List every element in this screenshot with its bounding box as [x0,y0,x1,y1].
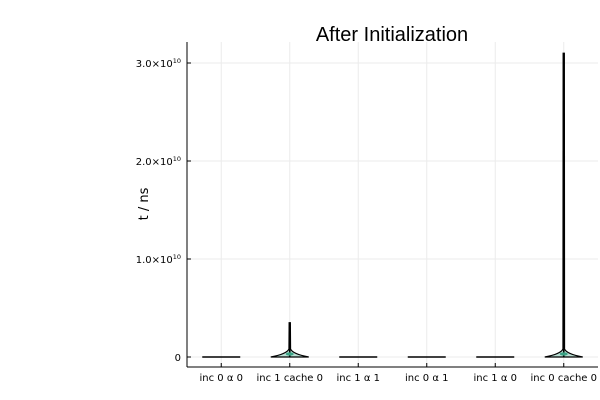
x-tick-label: inc 1 α 1 [337,373,380,384]
x-tick-labels: inc 0 α 0 inc 1 cache 0 inc 1 α 1 inc 0 α 1… [200,363,597,384]
axes [186,42,598,368]
chart-title: After Initialization [316,24,468,46]
violin-marks [202,52,583,358]
x-tick-label: inc 1 cache 0 [257,373,324,384]
y-tick-label: 3.0×1010 [136,57,181,70]
violin-core [559,352,568,356]
violin-2 [270,322,309,358]
x-tick-label: inc 0 α 0 [200,373,243,384]
x-tick-label: inc 0 cache 0 [531,373,598,384]
grid-lines [187,42,598,367]
x-tick-label: inc 1 α 0 [474,373,517,384]
violin-6 [544,52,583,358]
y-tick-label: 1.0×1010 [136,253,181,266]
violin-core [285,352,294,356]
x-tick-label: inc 0 α 1 [405,373,448,384]
y-tick-label: 0 [175,353,181,364]
y-tick-label: 2.0×1010 [136,155,181,168]
y-tick-labels: 0 1.0×1010 2.0×1010 3.0×1010 [136,57,191,364]
y-axis-label: t / ns [137,187,152,220]
